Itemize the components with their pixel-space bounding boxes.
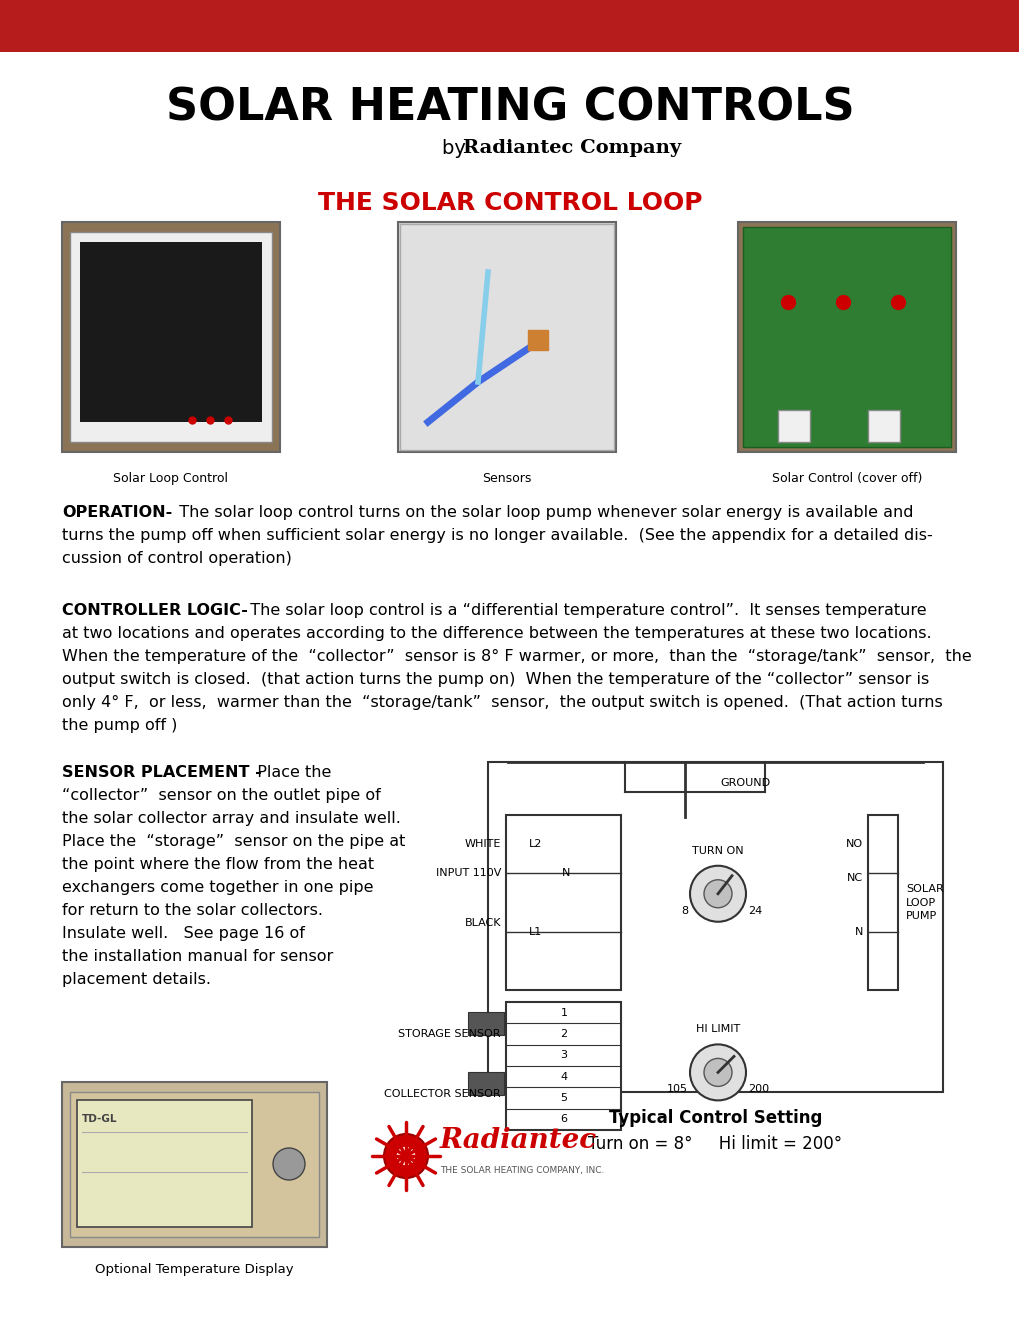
Text: turns the pump off when sufficient solar energy is no longer available.  (See th: turns the pump off when sufficient solar… <box>62 528 931 543</box>
Bar <box>468 1012 503 1035</box>
Bar <box>505 1002 621 1130</box>
Text: 1: 1 <box>560 1007 567 1018</box>
Text: CONTROLLER LOGIC-: CONTROLLER LOGIC- <box>62 603 248 618</box>
Text: Insulate well.   See page 16 of: Insulate well. See page 16 of <box>62 927 305 941</box>
Text: Sensors: Sensors <box>482 473 531 484</box>
Circle shape <box>395 1146 416 1166</box>
Text: The solar loop control is a “differential temperature control”.  It senses tempe: The solar loop control is a “differentia… <box>239 603 925 618</box>
Bar <box>505 814 621 990</box>
Text: INPUT 110V: INPUT 110V <box>435 869 500 878</box>
Text: SOLAR HEATING CONTROLS: SOLAR HEATING CONTROLS <box>165 87 854 129</box>
Text: 6: 6 <box>560 1114 567 1125</box>
Bar <box>867 814 897 990</box>
Text: When the temperature of the  “collector”  sensor is 8° F warmer, or more,  than : When the temperature of the “collector” … <box>62 649 971 664</box>
Circle shape <box>703 879 732 908</box>
Text: BLACK: BLACK <box>464 917 500 928</box>
Bar <box>70 232 272 442</box>
Text: Radiantec: Radiantec <box>439 1126 596 1154</box>
Bar <box>62 222 280 451</box>
Text: 200: 200 <box>747 1084 768 1094</box>
Circle shape <box>689 866 745 921</box>
Text: SENSOR PLACEMENT -: SENSOR PLACEMENT - <box>62 766 262 780</box>
Text: L1: L1 <box>529 927 542 937</box>
Text: “collector”  sensor on the outlet pipe of: “collector” sensor on the outlet pipe of <box>62 788 380 803</box>
Text: SOLAR
LOOP
PUMP: SOLAR LOOP PUMP <box>905 884 943 921</box>
Bar <box>76 1100 252 1228</box>
Text: THE SOLAR CONTROL LOOP: THE SOLAR CONTROL LOOP <box>318 191 701 215</box>
Text: STORAGE SENSOR: STORAGE SENSOR <box>398 1030 500 1039</box>
Bar <box>79 242 262 422</box>
Bar <box>867 411 899 442</box>
Bar <box>742 227 950 447</box>
Bar <box>738 222 955 451</box>
Text: 2: 2 <box>559 1030 567 1039</box>
Text: output switch is closed.  (that action turns the pump on)  When the temperature : output switch is closed. (that action tu… <box>62 672 928 686</box>
Text: 5: 5 <box>560 1093 567 1104</box>
Text: Typical Control Setting: Typical Control Setting <box>608 1109 821 1127</box>
Text: HI LIMIT: HI LIMIT <box>695 1024 740 1035</box>
Text: TD-GL: TD-GL <box>82 1114 117 1125</box>
Text: cussion of control operation): cussion of control operation) <box>62 550 291 566</box>
Text: for return to the solar collectors.: for return to the solar collectors. <box>62 903 323 917</box>
Text: exchangers come together in one pipe: exchangers come together in one pipe <box>62 880 373 895</box>
Text: 105: 105 <box>666 1084 688 1094</box>
Text: Optional Temperature Display: Optional Temperature Display <box>95 1263 293 1276</box>
Circle shape <box>273 1148 305 1180</box>
Text: WHITE: WHITE <box>465 840 500 849</box>
Text: The solar loop control turns on the solar loop pump whenever solar energy is ava: The solar loop control turns on the sola… <box>169 506 913 520</box>
Text: placement details.: placement details. <box>62 972 211 987</box>
Text: the pump off ): the pump off ) <box>62 718 177 733</box>
Bar <box>62 1082 327 1247</box>
Text: COLLECTOR SENSOR: COLLECTOR SENSOR <box>384 1089 500 1100</box>
Text: Place the  “storage”  sensor on the pipe at: Place the “storage” sensor on the pipe a… <box>62 834 405 849</box>
Text: only 4° F,  or less,  warmer than the  “storage/tank”  sensor,  the output switc: only 4° F, or less, warmer than the “sto… <box>62 696 942 710</box>
Text: 4: 4 <box>559 1072 567 1081</box>
Text: NO: NO <box>845 840 862 849</box>
Bar <box>397 222 615 451</box>
Bar <box>0 0 1019 51</box>
Text: at two locations and operates according to the difference between the temperatur: at two locations and operates according … <box>62 626 930 642</box>
Text: THE SOLAR HEATING COMPANY, INC.: THE SOLAR HEATING COMPANY, INC. <box>439 1166 604 1175</box>
Bar <box>70 1092 319 1237</box>
Circle shape <box>383 1134 428 1177</box>
Text: Radiantec Company: Radiantec Company <box>463 139 681 157</box>
Text: N: N <box>561 869 570 878</box>
Circle shape <box>689 1044 745 1101</box>
Text: 24: 24 <box>747 906 761 916</box>
Text: OPERATION-: OPERATION- <box>62 506 172 520</box>
Text: TURN ON: TURN ON <box>692 846 743 855</box>
Text: the installation manual for sensor: the installation manual for sensor <box>62 949 333 964</box>
Text: the point where the flow from the heat: the point where the flow from the heat <box>62 857 374 873</box>
Bar <box>399 224 613 450</box>
Bar <box>468 1072 503 1096</box>
Text: 3: 3 <box>560 1051 567 1060</box>
Bar <box>777 411 809 442</box>
Text: Place the: Place the <box>247 766 331 780</box>
Text: GROUND: GROUND <box>719 777 769 788</box>
Text: Turn on = 8°     Hi limit = 200°: Turn on = 8° Hi limit = 200° <box>588 1135 842 1152</box>
Text: Solar Control (cover off): Solar Control (cover off) <box>771 473 921 484</box>
Text: L2: L2 <box>529 840 542 849</box>
Circle shape <box>703 1059 732 1086</box>
Text: N: N <box>854 927 862 937</box>
Text: the solar collector array and insulate well.: the solar collector array and insulate w… <box>62 810 400 826</box>
Text: 8: 8 <box>681 906 688 916</box>
Text: Solar Loop Control: Solar Loop Control <box>113 473 228 484</box>
Text: NC: NC <box>846 874 862 883</box>
Bar <box>487 762 943 1092</box>
Text: by: by <box>441 139 472 157</box>
